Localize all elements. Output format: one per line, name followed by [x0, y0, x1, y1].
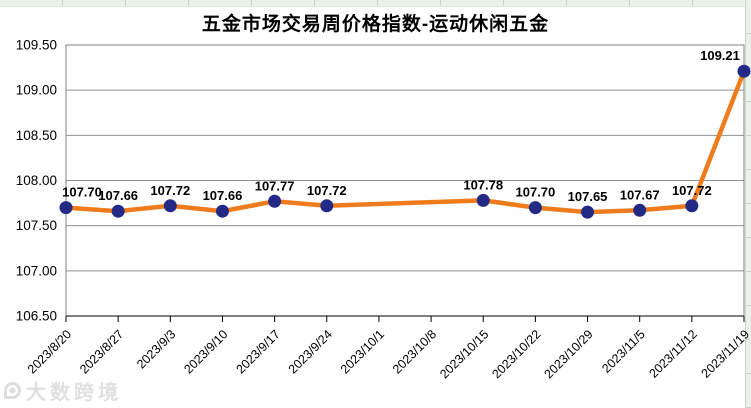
x-axis-tick-label: 2023/10/15 [437, 327, 491, 381]
data-point-marker[interactable] [59, 201, 73, 215]
y-axis-tick-label: 106.50 [16, 309, 57, 324]
data-point-label: 107.70 [62, 185, 102, 200]
data-point-label: 107.72 [150, 183, 190, 198]
data-point-marker[interactable] [581, 205, 595, 219]
excel-cells-top-strip [0, 0, 751, 7]
chart-title[interactable]: 五金市场交易周价格指数-运动休闲五金 [201, 14, 550, 35]
x-axis-tick-label: 2023/11/19 [699, 327, 751, 381]
x-axis-tick-label: 2023/9/24 [286, 327, 335, 376]
data-point-marker[interactable] [111, 204, 125, 218]
data-point-marker[interactable] [163, 199, 177, 213]
data-point-label: 107.72 [307, 183, 347, 198]
x-axis-tick-label: 2023/11/5 [599, 327, 648, 376]
excel-cells-right-strip [745, 0, 751, 408]
data-point-label: 107.67 [620, 187, 660, 202]
data-point-marker[interactable] [215, 204, 229, 218]
x-axis-tick-label: 2023/9/10 [181, 327, 230, 376]
data-point-label: 107.65 [568, 189, 608, 204]
y-axis-tick-label: 108.50 [16, 128, 57, 143]
data-point-label: 107.77 [255, 178, 295, 193]
data-point-marker[interactable] [633, 203, 647, 217]
x-axis-tick-label: 2023/9/17 [234, 327, 283, 376]
data-point-label: 107.66 [203, 188, 243, 203]
y-axis-tick-label: 109.50 [16, 38, 57, 53]
y-axis-tick-label: 108.00 [16, 173, 57, 188]
x-axis-tick-label: 2023/10/29 [542, 327, 596, 381]
data-point-label: 107.78 [463, 177, 503, 192]
x-axis-tick-label: 2023/10/8 [390, 327, 439, 376]
x-axis-tick-label: 2023/10/22 [489, 327, 543, 381]
data-point-marker[interactable] [685, 199, 699, 213]
x-axis-tick-label: 2023/9/3 [134, 327, 178, 371]
data-point-marker[interactable] [268, 194, 282, 208]
y-axis-tick-label: 109.00 [16, 83, 57, 98]
data-point-marker[interactable] [528, 201, 542, 215]
x-axis-tick-label: 2023/10/1 [338, 327, 387, 376]
x-axis-tick-label: 2023/11/12 [646, 327, 700, 381]
x-axis-tick-label: 2023/8/27 [77, 327, 126, 376]
data-point-marker[interactable] [476, 193, 490, 207]
data-point-label: 107.66 [98, 188, 138, 203]
data-point-label: 109.21 [700, 48, 740, 63]
data-point-marker[interactable] [320, 199, 334, 213]
data-point-label: 107.72 [672, 183, 712, 198]
data-point-label: 107.70 [516, 185, 556, 200]
y-axis-tick-label: 107.00 [16, 263, 57, 278]
y-axis-tick-label: 107.50 [16, 218, 57, 233]
x-axis-tick-label: 2023/8/20 [25, 327, 74, 376]
series-line [63, 68, 747, 215]
data-point-marker[interactable] [737, 64, 751, 78]
